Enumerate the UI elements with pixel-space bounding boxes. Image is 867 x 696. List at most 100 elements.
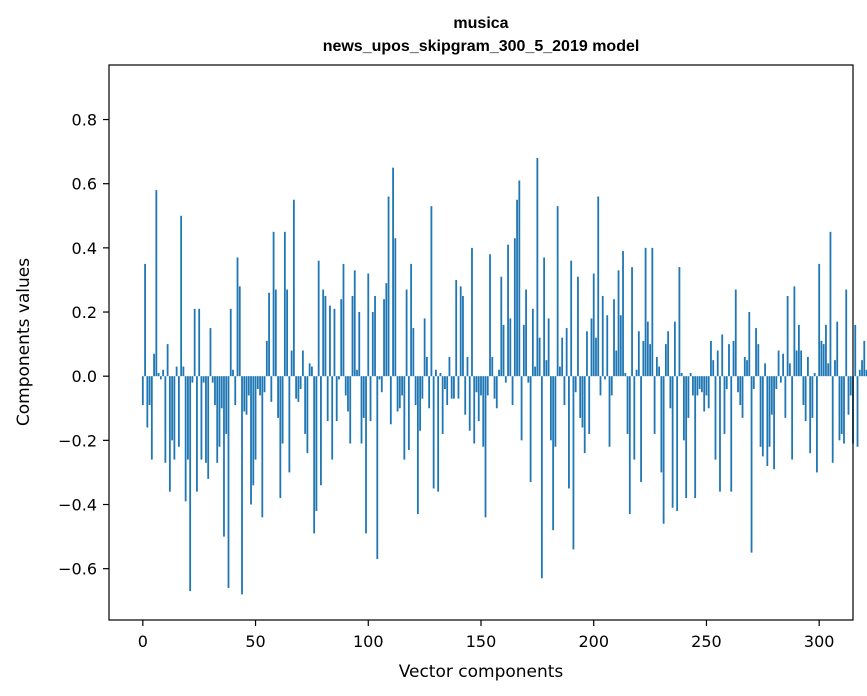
- bar: [410, 263, 413, 377]
- bar: [723, 376, 726, 434]
- bar: [626, 376, 629, 434]
- bar: [148, 376, 151, 406]
- bar: [788, 363, 791, 377]
- bar: [484, 376, 487, 518]
- bar: [358, 312, 361, 377]
- bar: [414, 376, 417, 406]
- bar: [640, 376, 642, 483]
- bar: [556, 206, 559, 377]
- y-tick-label: 0.4: [72, 239, 97, 258]
- bar: [779, 376, 782, 383]
- bar: [504, 376, 507, 383]
- bar: [818, 263, 821, 377]
- bar: [193, 308, 196, 377]
- bar: [329, 305, 331, 377]
- bar: [464, 376, 467, 415]
- bar: [845, 289, 848, 377]
- bar: [721, 334, 724, 377]
- bar: [480, 376, 482, 396]
- bar: [764, 363, 766, 377]
- bar: [534, 366, 537, 377]
- bar: [863, 340, 866, 377]
- bar: [320, 376, 322, 486]
- bar: [394, 238, 397, 377]
- bar: [588, 376, 591, 434]
- bar: [653, 376, 656, 434]
- bar: [710, 340, 712, 377]
- bar: [768, 376, 771, 447]
- bar: [475, 376, 478, 393]
- bar: [743, 356, 746, 377]
- bar: [766, 376, 769, 467]
- bar: [362, 376, 365, 418]
- y-tick-label: −0.2: [58, 431, 97, 450]
- bar: [707, 376, 710, 409]
- bar: [292, 199, 295, 377]
- bar: [383, 299, 385, 377]
- bar: [177, 376, 180, 447]
- bar: [365, 376, 367, 534]
- bar: [516, 199, 518, 377]
- bar: [380, 376, 383, 393]
- bar: [680, 372, 683, 377]
- bar: [277, 376, 279, 418]
- bar: [421, 376, 424, 399]
- bar: [216, 376, 219, 463]
- bar: [804, 376, 807, 422]
- bar: [338, 376, 340, 380]
- bar: [737, 376, 739, 393]
- y-tick-label: 0.0: [72, 367, 97, 386]
- bar: [793, 286, 796, 377]
- bar: [333, 308, 336, 377]
- bar: [473, 376, 476, 444]
- bar: [146, 376, 149, 428]
- x-tick-label: 150: [466, 632, 497, 651]
- bar: [716, 350, 719, 377]
- bar: [157, 372, 160, 377]
- bar: [694, 376, 697, 499]
- bar: [595, 337, 597, 377]
- bar: [856, 376, 859, 447]
- bar: [698, 376, 701, 390]
- bar: [637, 331, 640, 377]
- bar: [227, 376, 230, 588]
- bar: [279, 376, 282, 499]
- bar: [592, 273, 595, 377]
- bar: [583, 376, 586, 454]
- x-tick-label: 0: [138, 632, 148, 651]
- bar: [356, 369, 358, 377]
- bar: [274, 289, 277, 377]
- bar: [164, 376, 167, 463]
- bar: [586, 331, 588, 377]
- bar: [831, 376, 834, 463]
- bar: [297, 376, 300, 402]
- bar: [755, 328, 757, 377]
- bar: [322, 289, 325, 377]
- bar: [313, 376, 316, 534]
- y-tick-label: 0.2: [72, 303, 97, 322]
- bar: [642, 340, 645, 377]
- bar: [225, 376, 228, 434]
- bar: [173, 376, 176, 460]
- bar: [416, 376, 419, 515]
- bar: [229, 308, 232, 377]
- bar: [360, 376, 363, 444]
- bar: [398, 376, 401, 409]
- bar: [286, 289, 289, 377]
- bar: [797, 324, 800, 377]
- bar: [791, 376, 794, 460]
- bar: [748, 312, 751, 377]
- bar: [214, 376, 216, 406]
- bar: [387, 196, 390, 377]
- bar: [538, 337, 541, 377]
- bar: [466, 356, 469, 377]
- bar: [342, 263, 345, 377]
- bar: [604, 376, 606, 380]
- bar: [448, 356, 451, 377]
- bar: [340, 299, 343, 377]
- bar: [728, 344, 730, 377]
- bar: [471, 247, 473, 377]
- bar: [572, 376, 575, 550]
- bar: [166, 344, 169, 377]
- bar: [809, 376, 812, 454]
